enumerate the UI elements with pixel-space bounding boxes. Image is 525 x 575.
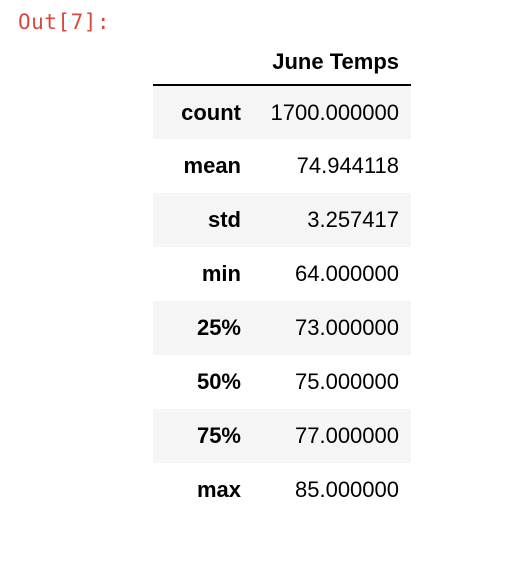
table-row: max 85.000000 bbox=[153, 463, 411, 517]
table-row: min 64.000000 bbox=[153, 247, 411, 301]
row-label: max bbox=[196, 477, 241, 502]
row-value: 1700.000000 bbox=[270, 99, 399, 125]
table-row: 25% 73.000000 bbox=[153, 301, 411, 355]
table-header-row: June Temps bbox=[153, 40, 411, 86]
table-row: 75% 77.000000 bbox=[153, 409, 411, 463]
row-label: std bbox=[208, 207, 241, 232]
table-row: std 3.257417 bbox=[153, 193, 411, 247]
row-label: count bbox=[181, 99, 241, 125]
row-label: 50% bbox=[196, 369, 241, 394]
dataframe-table: June Temps count 1700.000000 mean 74.944… bbox=[153, 40, 411, 517]
table-row: 50% 75.000000 bbox=[153, 355, 411, 409]
row-label: min bbox=[201, 261, 241, 286]
table-row: mean 74.944118 bbox=[153, 139, 411, 193]
row-value: 77.000000 bbox=[295, 423, 399, 448]
row-label: mean bbox=[183, 153, 241, 178]
column-header: June Temps bbox=[241, 40, 411, 86]
row-value: 3.257417 bbox=[307, 207, 399, 232]
row-value: 74.944118 bbox=[296, 153, 399, 178]
row-value: 64.000000 bbox=[295, 261, 399, 286]
row-value: 75.000000 bbox=[295, 369, 399, 394]
row-value: 73.000000 bbox=[295, 315, 399, 340]
row-value: 85.000000 bbox=[295, 477, 399, 502]
index-header-corner bbox=[153, 40, 241, 86]
output-area: June Temps count 1700.000000 mean 74.944… bbox=[153, 40, 411, 517]
row-label: 75% bbox=[196, 423, 241, 448]
row-label: 25% bbox=[196, 315, 241, 340]
table-row: count 1700.000000 bbox=[153, 85, 411, 139]
output-prompt: Out[7]: bbox=[18, 10, 111, 34]
